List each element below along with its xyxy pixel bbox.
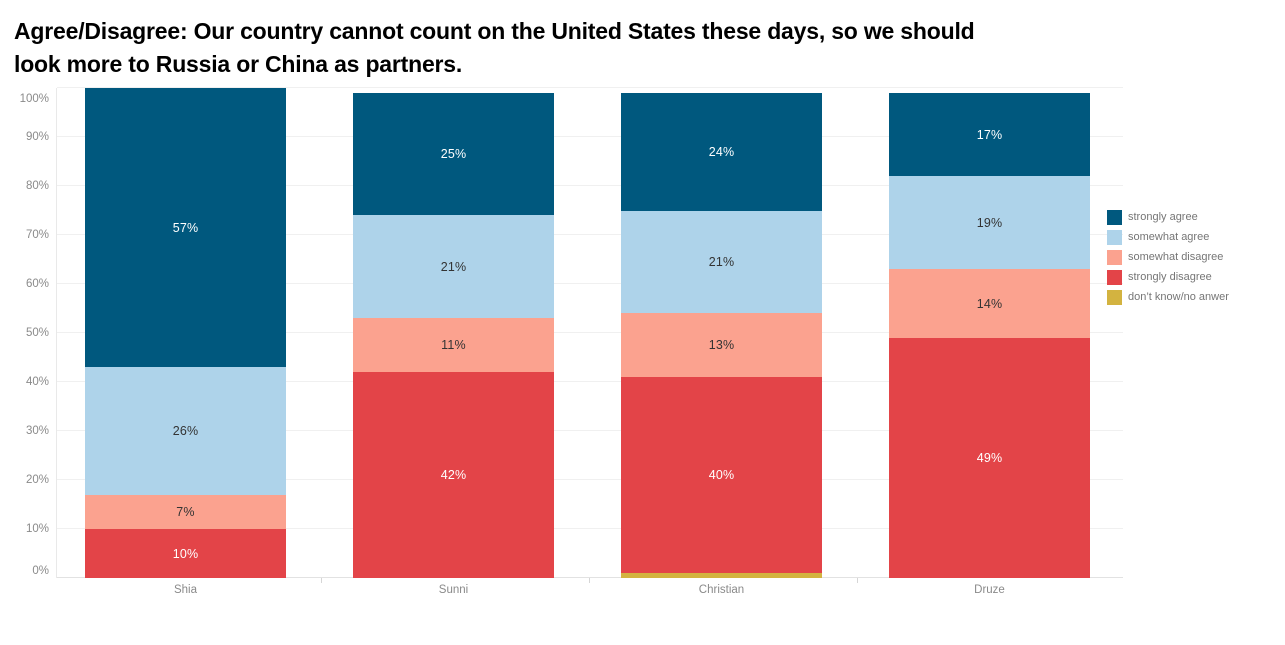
x-axis-label-sunni: Sunni [438, 584, 469, 596]
legend-label: don’t know/no anwer [1128, 291, 1229, 303]
bar-value-label: 19% [976, 215, 1003, 230]
bar-segment-shia-strongly-agree[interactable]: 57% [85, 88, 286, 368]
bar-segment-shia-somewhat-agree[interactable]: 26% [85, 367, 286, 495]
chart-title-line-2: look more to Russia or China as partners… [14, 51, 463, 77]
bar-value-label: 21% [708, 254, 735, 269]
legend: strongly agree somewhat agree somewhat dis… [1107, 207, 1229, 307]
bar-segment-druze-somewhat-disagree[interactable]: 14% [889, 269, 1090, 338]
bar-value-label: 21% [440, 259, 467, 274]
bar-value-label: 40% [708, 468, 735, 483]
legend-label: strongly disagree [1128, 271, 1212, 283]
y-axis-label-60: 60% [25, 278, 49, 290]
bar-segment-druze-strongly-agree[interactable]: 17% [889, 92, 1090, 177]
y-axis-label-100: 100% [19, 93, 49, 105]
x-axis-label-christian: Christian [698, 584, 745, 596]
bar-druze: 17% 19% 14% 49% [889, 88, 1090, 578]
bar-value-label: 11% [441, 338, 466, 353]
bar-segment-sunni-strongly-disagree[interactable]: 42% [353, 372, 554, 578]
gridline-0 [57, 577, 1123, 578]
bar-segment-druze-somewhat-agree[interactable]: 19% [889, 176, 1090, 270]
bar-sunni: 25% 21% 11% 42% [353, 88, 554, 578]
gridline-90 [57, 136, 1123, 137]
gridline-50 [57, 332, 1123, 333]
legend-item-somewhat-disagree[interactable]: somewhat disagree [1107, 247, 1229, 267]
y-axis-label-10: 10% [25, 523, 49, 535]
y-axis-line [56, 88, 57, 578]
bar-value-label: 14% [976, 296, 1003, 311]
bar-shia: 57% 26% 7% 10% [85, 88, 286, 578]
bar-segment-sunni-somewhat-agree[interactable]: 21% [353, 215, 554, 319]
legend-swatch-strongly-disagree [1107, 269, 1122, 285]
legend-label: strongly agree [1128, 211, 1198, 223]
y-axis-label-20: 20% [25, 474, 49, 486]
bar-segment-christian-don-t-know-no-anwer[interactable] [621, 573, 822, 578]
legend-label: somewhat disagree [1128, 251, 1224, 263]
legend-swatch-strongly-agree [1107, 209, 1122, 225]
bar-segment-christian-strongly-disagree[interactable]: 40% [621, 377, 822, 574]
legend-item-somewhat-agree[interactable]: somewhat agree [1107, 227, 1229, 247]
x-axis-tick-1 [588, 578, 590, 583]
gridline-100 [57, 87, 1123, 88]
gridline-40 [57, 381, 1123, 382]
bar-segment-shia-strongly-disagree[interactable]: 10% [85, 529, 286, 578]
legend-label: somewhat agree [1128, 231, 1210, 243]
y-axis-label-40: 40% [25, 376, 49, 388]
y-axis-label-70: 70% [25, 229, 49, 241]
gridline-30 [57, 430, 1123, 431]
plot-area: 57% 26% 7% 10% 25% 21% 11% 42% 24% 21% 13% 40% 17% 19… [57, 87, 1123, 578]
legend-item-strongly-disagree[interactable]: strongly disagree [1107, 267, 1229, 287]
legend-item-strongly-agree[interactable]: strongly agree [1107, 207, 1229, 227]
bar-value-label: 7% [176, 504, 195, 519]
y-axis-label-80: 80% [25, 180, 49, 192]
bar-value-label: 13% [708, 338, 735, 353]
bar-segment-christian-somewhat-disagree[interactable]: 13% [621, 313, 822, 378]
legend-item-don-t-know-no-anwer[interactable]: don’t know/no anwer [1107, 287, 1229, 307]
bar-segment-sunni-strongly-agree[interactable]: 25% [353, 92, 554, 216]
bar-segment-shia-somewhat-disagree[interactable]: 7% [85, 494, 286, 529]
bar-value-label: 17% [976, 127, 1003, 142]
gridline-80 [57, 185, 1123, 186]
legend-swatch-somewhat-agree [1107, 229, 1122, 245]
chart-title-line-1: Agree/Disagree: Our country cannot count… [14, 18, 975, 44]
gridline-10 [57, 528, 1123, 529]
x-axis-label-druze: Druze [974, 584, 1005, 596]
gridline-70 [57, 234, 1123, 235]
x-axis-label-shia: Shia [173, 584, 198, 596]
bar-value-label: 26% [172, 424, 199, 438]
x-axis-tick-2 [856, 578, 858, 583]
chart-title: Agree/Disagree: Our country cannot count… [14, 15, 975, 81]
y-axis-label-50: 50% [25, 327, 49, 339]
bar-segment-sunni-somewhat-disagree[interactable]: 11% [353, 318, 554, 373]
y-axis-label-90: 90% [25, 131, 49, 143]
bar-segment-christian-somewhat-agree[interactable]: 21% [621, 210, 822, 314]
y-axis-label-30: 30% [25, 425, 49, 437]
legend-swatch-somewhat-disagree [1107, 249, 1122, 265]
bar-value-label: 42% [440, 468, 467, 483]
gridline-20 [57, 479, 1123, 480]
y-axis-label-0: 0% [32, 565, 49, 577]
x-axis-tick-0 [320, 578, 322, 583]
bar-value-label: 57% [172, 220, 199, 235]
bar-segment-druze-strongly-disagree[interactable]: 49% [889, 337, 1090, 578]
gridline-60 [57, 283, 1123, 284]
y-axis: 0% 10% 20% 30% 40% 50% 60% 70% 80% 90% 100% [0, 88, 49, 578]
legend-swatch-don-t-know-no-anwer [1107, 289, 1122, 305]
bar-christian: 24% 21% 13% 40% [621, 88, 822, 578]
bar-value-label: 25% [440, 147, 467, 162]
bar-segment-christian-strongly-agree[interactable]: 24% [621, 92, 822, 211]
bar-value-label: 24% [708, 144, 735, 159]
bar-value-label: 10% [172, 546, 199, 561]
bar-value-label: 49% [976, 450, 1003, 465]
